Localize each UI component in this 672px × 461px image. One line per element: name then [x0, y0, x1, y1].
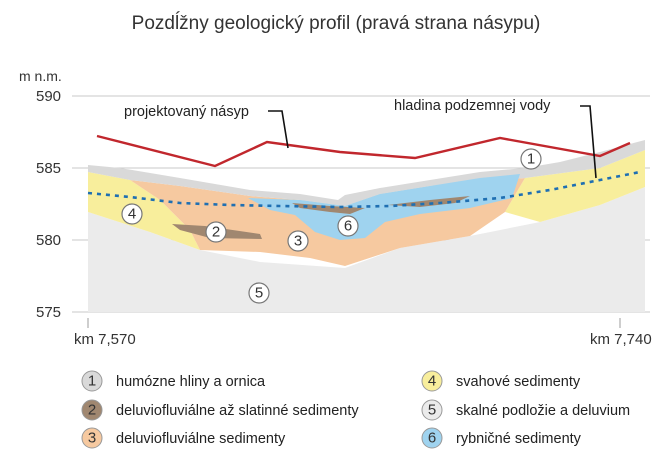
marker-3: 3	[287, 230, 309, 252]
legend-item-1: 1 humózne hliny a ornica	[81, 370, 266, 392]
layer-4-slope-sediments	[88, 172, 200, 250]
legend-item-5: 5 skalné podložie a deluvium	[421, 399, 630, 421]
layer-2-lens-center	[292, 203, 365, 214]
legend-item-4: 4 svahové sedimenty	[421, 370, 581, 392]
marker-2: 2	[205, 221, 227, 243]
legend-label-4: svahové sedimenty	[456, 374, 581, 390]
x-label-start: km 7,570	[74, 331, 136, 348]
legend-swatch-5	[421, 399, 443, 421]
geology-layers	[88, 140, 645, 312]
y-axis-unit: m n.m.	[19, 68, 62, 84]
marker-4-label: 4	[128, 206, 136, 223]
legend-label-5: skalné podložie a deluvium	[456, 403, 630, 419]
marker-3-label: 3	[294, 233, 302, 250]
legend-label-2: deluviofluviálne až slatinné sedimenty	[116, 403, 359, 419]
figure-title: Pozdĺžny geologický profil (pravá strana…	[132, 12, 541, 34]
legend-item-6: 6 rybničné sedimenty	[421, 427, 582, 449]
groundwater-annotation: hladina podzemnej vody	[394, 98, 551, 114]
y-tick-590: 590	[36, 88, 61, 105]
marker-1: 1	[520, 148, 542, 170]
legend-label-3: deluviofluviálne sedimenty	[116, 431, 286, 447]
layer-5-bedrock	[88, 187, 645, 312]
legend-label-1: humózne hliny a ornica	[116, 374, 266, 390]
layer-1-humus	[88, 140, 645, 206]
y-tick-575: 575	[36, 304, 61, 321]
legend-swatch-4	[421, 370, 443, 392]
legend-num-1: 1	[88, 373, 96, 390]
y-tick-585: 585	[36, 160, 61, 177]
legend-item-3: 3 deluviofluviálne sedimenty	[81, 427, 286, 449]
legend-label-6: rybničné sedimenty	[456, 431, 582, 447]
marker-4: 4	[121, 203, 143, 225]
marker-5: 5	[248, 282, 270, 304]
legend-swatch-2	[81, 399, 103, 421]
legend-num-2: 2	[88, 402, 96, 419]
groundwater-line	[87, 170, 641, 209]
y-tick-580: 580	[36, 232, 61, 249]
marker-1-label: 1	[527, 151, 535, 168]
legend-num-4: 4	[428, 373, 436, 390]
groundwater-leader	[580, 105, 597, 179]
marker-6-label: 6	[344, 218, 352, 235]
legend-num-3: 3	[88, 430, 96, 447]
legend: 1 humózne hliny a ornica 2 deluviofluviá…	[81, 370, 630, 449]
legend-item-2: 2 deluviofluviálne až slatinné sedimenty	[81, 399, 359, 421]
layer-6-pond	[248, 174, 520, 240]
embankment-leader	[268, 110, 289, 149]
legend-swatch-6	[421, 427, 443, 449]
x-label-end: km 7,740	[590, 331, 652, 348]
legend-swatch-3	[81, 427, 103, 449]
marker-6: 6	[337, 215, 359, 237]
legend-num-5: 5	[428, 402, 436, 419]
layer-markers: 1 2 3 4 5 6	[121, 148, 542, 304]
marker-5-label: 5	[255, 285, 263, 302]
legend-num-6: 6	[428, 430, 436, 447]
layer-2-lens-right	[388, 196, 470, 207]
marker-2-label: 2	[212, 224, 220, 241]
embankment-annotation: projektovaný násyp	[124, 104, 249, 120]
legend-swatch-1	[81, 370, 103, 392]
embankment-line	[96, 134, 631, 168]
